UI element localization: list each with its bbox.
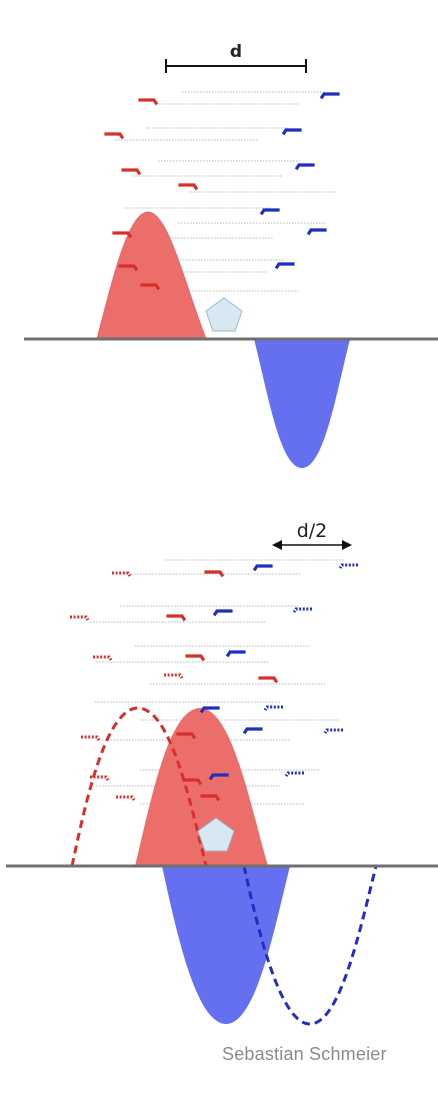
top-pentagon-object [205, 297, 243, 332]
top-distance-bar: d [165, 42, 307, 73]
bottom-guide-lines [90, 559, 345, 805]
bottom-red-wave [135, 708, 268, 866]
bottom-blue-wave-dashed [242, 865, 378, 1026]
bottom-blue-arrows-dashed [263, 563, 360, 778]
author-credit: Sebastian Schmeier [222, 1044, 387, 1064]
bottom-red-wave-dashed [70, 706, 208, 867]
top-blue-wave [254, 339, 350, 468]
bottom-blue-wave [162, 866, 290, 1024]
bottom-pentagon-object [197, 817, 235, 852]
top-panel: d [24, 42, 438, 468]
bottom-distance-arrow: d/2 [272, 520, 352, 550]
bottom-distance-label: d/2 [297, 520, 328, 542]
bottom-panel: d/2 [6, 520, 438, 1026]
top-red-wave [96, 211, 207, 340]
top-distance-label: d [230, 42, 242, 62]
top-blue-arrows [260, 92, 340, 269]
